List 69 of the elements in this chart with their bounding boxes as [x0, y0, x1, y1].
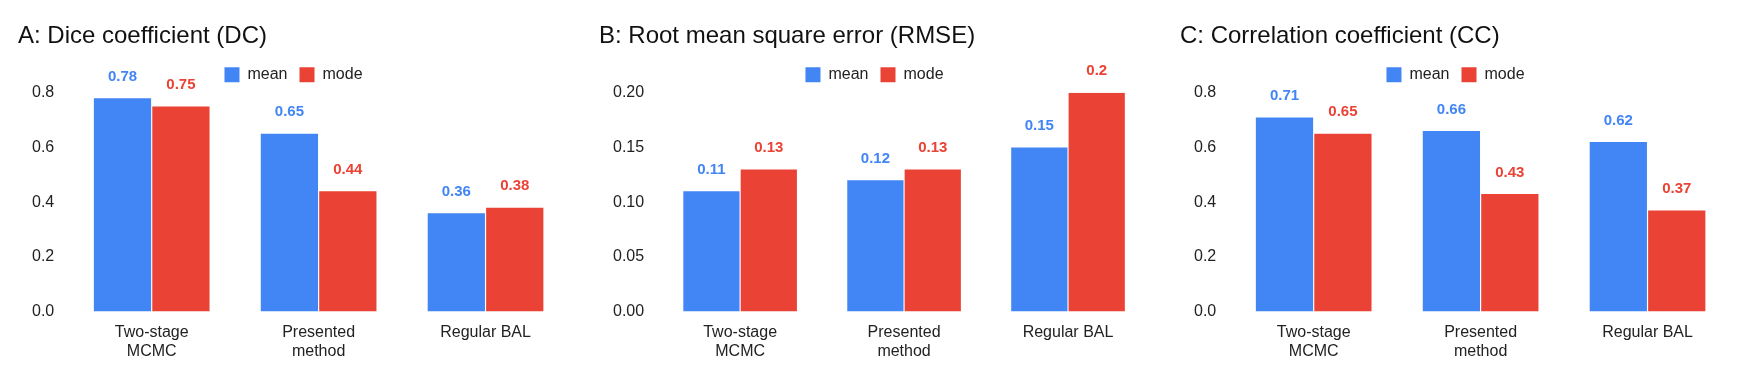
bar [152, 106, 210, 312]
chart-title: C: Correlation coefficient (CC) [1180, 21, 1500, 49]
y-tick-label: 0.2 [1193, 247, 1217, 265]
bar [427, 213, 485, 312]
x-tick-label: Regular BAL [1022, 322, 1114, 340]
data-label: 0.15 [1024, 116, 1054, 134]
bar [1255, 117, 1314, 312]
legend-label: mode [903, 65, 944, 83]
bar [1422, 131, 1481, 312]
x-tick-label: Two-stage MCMC [114, 322, 189, 359]
bar [740, 169, 797, 312]
data-label: 0.75 [166, 75, 196, 93]
bar [1314, 133, 1372, 312]
y-tick-label: 0.8 [1193, 83, 1217, 101]
data-label: 0.11 [697, 159, 726, 177]
data-label: 0.71 [1269, 86, 1300, 104]
legend-label: mean [247, 65, 288, 83]
data-label: 0.78 [107, 66, 138, 84]
y-tick-label: 0.8 [31, 83, 55, 101]
data-label: 0.66 [1436, 99, 1467, 117]
y-tick-label: 0.00 [613, 302, 645, 320]
data-label: 0.13 [754, 138, 784, 156]
bar [1481, 194, 1539, 312]
legend-label: mean [828, 65, 869, 83]
y-tick-label: 0.6 [1193, 137, 1217, 155]
y-tick-label: 0.05 [613, 247, 645, 265]
bar [683, 191, 740, 312]
data-label: 0.62 [1603, 110, 1633, 128]
x-tick-label: Presented method [867, 322, 941, 359]
x-tick-label: Two-stage MCMC [703, 322, 778, 359]
legend-label: mode [1484, 65, 1525, 83]
chart-title: B: Root mean square error (RMSE) [599, 21, 976, 49]
bar [1589, 142, 1647, 312]
bar [486, 207, 544, 312]
data-label: 0.12 [860, 148, 890, 166]
x-tick-label: Two-stage MCMC [1276, 322, 1351, 359]
legend-label: mean [1409, 65, 1450, 83]
y-tick-label: 0.2 [31, 247, 55, 265]
x-tick-label: Presented method [282, 322, 356, 359]
x-tick-label: Presented method [1444, 322, 1518, 359]
y-tick-label: 0.0 [31, 302, 55, 320]
chart-title: A: Dice coefficient (DC) [18, 21, 267, 49]
data-label: 0.13 [918, 138, 948, 156]
legend-label: mode [322, 65, 363, 83]
y-tick-label: 0.6 [31, 137, 55, 155]
x-tick-label: Regular BAL [440, 322, 531, 340]
data-label: 0.37 [1662, 179, 1692, 197]
data-label: 0.38 [500, 176, 530, 194]
bar [847, 180, 904, 312]
bar [319, 191, 377, 312]
y-tick-label: 0.15 [613, 137, 645, 155]
bar [260, 133, 319, 312]
bar [904, 169, 961, 312]
bar [1068, 92, 1125, 312]
data-label: 0.44 [333, 159, 364, 177]
y-tick-label: 0.0 [1193, 302, 1217, 320]
bar [1648, 210, 1706, 312]
x-tick-label: Regular BAL [1602, 322, 1693, 340]
y-tick-label: 0.10 [613, 192, 645, 210]
data-label: 0.65 [1328, 102, 1358, 120]
bar [93, 98, 152, 312]
y-tick-label: 0.20 [613, 83, 645, 101]
bar [1011, 147, 1068, 312]
data-label: 0.43 [1495, 162, 1525, 180]
data-label: 0.36 [441, 181, 471, 199]
data-label: 0.2 [1086, 61, 1108, 79]
y-tick-label: 0.4 [31, 192, 55, 210]
data-label: 0.65 [274, 102, 305, 120]
y-tick-label: 0.4 [1193, 192, 1217, 210]
